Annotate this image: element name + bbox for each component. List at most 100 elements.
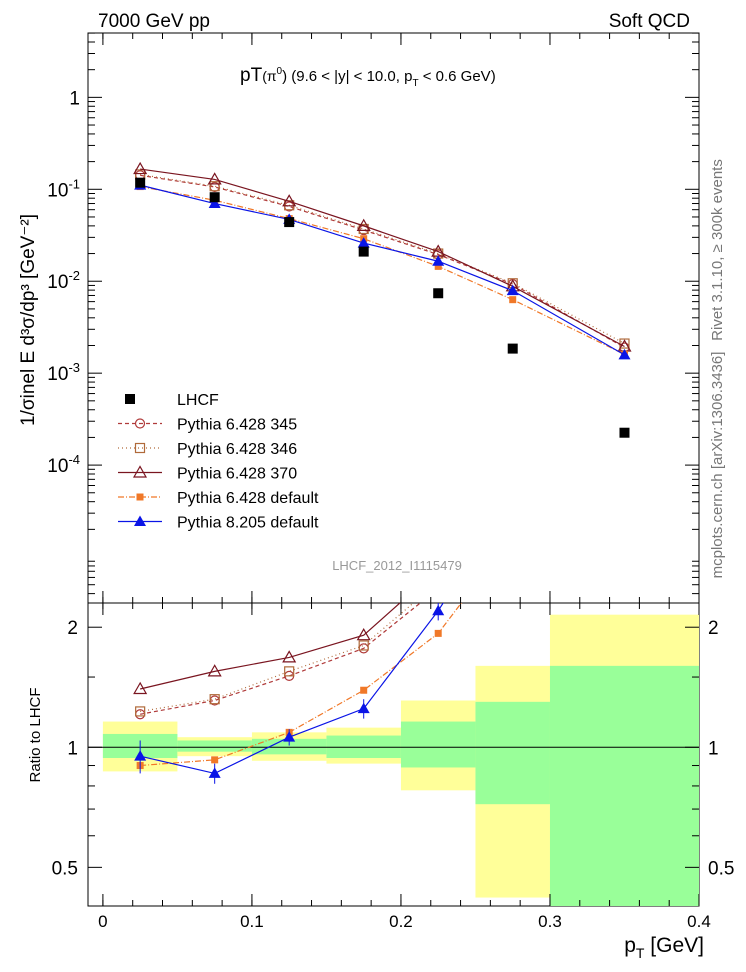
title-sup: 0 [277, 66, 283, 77]
x-tick-label: 0.4 [687, 912, 711, 931]
ratio-tick-label: 1 [67, 738, 78, 759]
x-axis-label: pT [GeV] [624, 934, 704, 961]
lhcf-point [433, 288, 444, 299]
lhcf-point [619, 427, 630, 438]
series-point-4 [357, 237, 370, 248]
y-tick-label: 10-1 [47, 176, 80, 201]
ratio-tick-label-right: 2 [708, 618, 719, 639]
ratio-axis-label: Ratio to LHCF [27, 687, 44, 782]
x-axis-sub: T [636, 945, 645, 961]
y-tick-base: 10 [47, 180, 68, 201]
y-tick-exp: -2 [68, 268, 80, 283]
legend-label-4: Pythia 8.205 default [177, 515, 319, 532]
band-inner-5 [475, 701, 550, 805]
ratio-tick-label: 2 [67, 618, 78, 639]
lhcf-point [135, 177, 146, 188]
ratio-point-2 [356, 627, 371, 641]
series-ratio [133, 603, 463, 784]
lhcf-point [507, 343, 518, 354]
ratio-point-1 [209, 694, 220, 705]
legend-item-2: Pythia 6.428 370 [118, 465, 297, 483]
y-tick-exp: -3 [68, 360, 80, 375]
y-axis-label: 1/σinel E d³σ/dp³ [GeV⁻²] [18, 214, 39, 426]
ratio-point-3 [434, 629, 442, 637]
y-tick-label: 10-4 [47, 452, 80, 477]
ratio-line-2 [140, 603, 401, 690]
energy-label: 7000 GeV pp [98, 11, 210, 32]
y-tick-label: 10-3 [47, 360, 80, 385]
legend-label-0: Pythia 6.428 345 [177, 417, 297, 434]
ratio-point-3 [211, 756, 219, 764]
ratio-tick-label-right: 0.5 [708, 858, 734, 879]
series-point-4 [432, 255, 445, 266]
series-line-4 [140, 184, 625, 356]
ratio-point-2 [207, 664, 222, 677]
lhcf-point [284, 217, 295, 228]
ratio-bands [102, 614, 699, 906]
legend-item-lhcf: LHCF [125, 392, 219, 409]
band-inner-4 [400, 721, 476, 768]
legend-marker-2 [132, 465, 148, 478]
band-inner-6 [549, 665, 699, 906]
x-tick-label: 0.3 [538, 912, 562, 931]
series-point-4 [506, 284, 519, 296]
process-label: Soft QCD [609, 11, 690, 32]
ratio-point-3 [360, 686, 368, 694]
x-tick-label: 0 [98, 912, 107, 931]
ratio-point-2 [282, 650, 297, 663]
y-tick-exp: -1 [68, 176, 80, 191]
legend-marker-4 [134, 515, 146, 526]
rivet-label: Rivet 3.1.10, ≥ 300k events [709, 159, 726, 341]
x-axis-unit: [GeV] [644, 934, 704, 957]
series-point-1 [358, 223, 369, 235]
legend-item-3: Pythia 6.428 default [118, 490, 319, 507]
band-inner-3 [326, 735, 401, 758]
band-inner-1 [177, 740, 252, 752]
legend-marker-1 [134, 442, 146, 454]
legend-marker-3 [136, 493, 144, 501]
legend-marker-lhcf [125, 394, 135, 404]
ratio-tick-label-right: 1 [708, 738, 719, 759]
series-point-2 [356, 218, 371, 231]
legend-item-0: Pythia 6.428 345 [118, 417, 297, 434]
series-point-2 [133, 161, 148, 175]
y-tick-base: 10 [47, 456, 68, 477]
lhcf-data-points [135, 177, 630, 438]
series-point-2 [282, 194, 297, 207]
series-line-3 [140, 185, 625, 355]
y-tick-base: 10 [47, 272, 68, 293]
x-axis-p: p [624, 934, 636, 957]
title-end: < 0.6 GeV) [419, 68, 496, 85]
legend-item-1: Pythia 6.428 346 [118, 441, 297, 458]
band-inner-2 [251, 738, 327, 755]
ratio-point-2 [133, 681, 148, 695]
series-point-2 [207, 172, 222, 185]
legend-label-2: Pythia 6.428 370 [177, 466, 297, 483]
y-tick-label: 1 [69, 88, 80, 109]
series-point-3 [509, 296, 517, 304]
title-particle: (π [262, 68, 277, 84]
series-point-4 [208, 197, 221, 209]
series-point-1 [209, 181, 220, 192]
series-top [133, 161, 632, 360]
lhcf-point [209, 192, 220, 203]
ratio-point-1 [135, 706, 146, 717]
x-tick-label: 0.2 [389, 912, 413, 931]
mcplots-label: mcplots.cern.ch [arXiv:1306.3436] [709, 352, 726, 579]
legend: LHCF Pythia 6.428 345 Pythia 6.428 346 Pyth… [118, 392, 319, 532]
legend-marker-0 [134, 418, 146, 429]
y-tick-base: 10 [47, 364, 68, 385]
ratio-line-0 [140, 603, 422, 715]
analysis-id: LHCF_2012_I1115479 [332, 558, 462, 573]
legend-label-3: Pythia 6.428 default [177, 490, 319, 507]
ratio-tick-label: 0.5 [52, 858, 78, 879]
chart-title: pT(π0) (9.6 < |y| < 10.0, pT < 0.6 GeV) [240, 65, 496, 89]
title-main: pT [240, 65, 263, 86]
y-tick-exp: -4 [68, 452, 80, 467]
legend-label-lhcf: LHCF [177, 392, 219, 409]
ratio-point-1 [284, 666, 295, 677]
x-tick-label: 0.1 [240, 912, 264, 931]
title-rest: ) (9.6 < |y| < 10.0, p [282, 68, 412, 85]
